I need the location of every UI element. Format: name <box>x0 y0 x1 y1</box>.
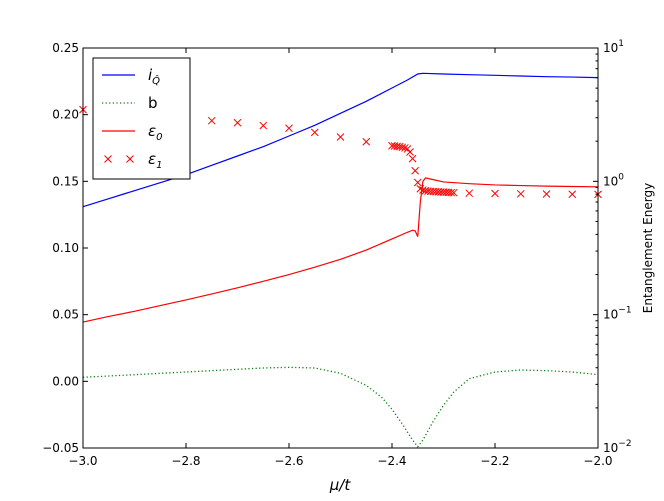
series-ε1-point <box>406 148 414 156</box>
legend: iQ̂ b ε0 ε1 <box>92 57 191 180</box>
series-ε1-point <box>491 189 499 198</box>
legend-label: ε1 <box>148 150 162 171</box>
legend-box <box>92 57 191 180</box>
y-left-tick-label: 0.10 <box>52 241 79 255</box>
series-ε1-point <box>465 189 474 198</box>
y-right-tick-label: 10−2 <box>603 439 632 455</box>
x-tick-label: −2.6 <box>274 454 303 468</box>
series-ε1-point <box>416 184 425 193</box>
x-tick-label: −2.0 <box>583 454 612 468</box>
y-right-tick-label: 10−1 <box>603 306 632 322</box>
series-ε1-point <box>259 121 268 130</box>
legend-label: b <box>148 94 158 112</box>
y-axis-right-label: Entanglement Energy <box>641 183 655 313</box>
series-ε1-point <box>408 154 417 163</box>
x-axis: −3.0 −2.8 −2.6 −2.4 −2.2 −2.0 <box>68 48 613 468</box>
y-axis-left: −0.05 0.00 0.05 0.10 0.15 0.20 0.25 <box>42 41 88 455</box>
series-ε1-point <box>449 188 458 197</box>
series-ε1-point <box>447 188 456 197</box>
x-axis-label: μ/t <box>329 476 352 494</box>
series-ε1-point <box>411 166 420 175</box>
y-left-tick-label: 0.20 <box>52 108 79 122</box>
series-ε1-point <box>516 189 525 198</box>
y-left-tick-label: 0.00 <box>52 374 79 388</box>
series-b-line <box>82 366 599 448</box>
series-ε1-point <box>336 133 345 141</box>
y-right-tick-label: 100 <box>603 172 624 188</box>
x-tick-label: −2.2 <box>480 454 509 468</box>
series-ε1-point <box>568 190 577 199</box>
series-ε1-point <box>542 190 551 198</box>
y-left-tick-label: −0.05 <box>42 441 79 455</box>
y-left-tick-label: 0.05 <box>52 308 79 322</box>
y-right-tick-label: 101 <box>603 39 624 55</box>
legend-label: iQ̂ <box>148 66 160 87</box>
series-ε1-point <box>398 143 407 152</box>
x-tick-label: −2.8 <box>171 454 200 468</box>
series-ε1-point <box>401 144 409 152</box>
x-tick-label: −3.0 <box>68 454 97 468</box>
y-left-tick-label: 0.25 <box>52 41 79 55</box>
series-ε1-point <box>285 124 293 133</box>
series-ε1-point <box>395 142 404 151</box>
series-ε1-point <box>310 128 319 137</box>
series-ε0-line <box>82 177 599 323</box>
x-tick-label: −2.4 <box>377 454 406 468</box>
y-left-tick-label: 0.15 <box>52 174 79 188</box>
legend-marker <box>104 155 112 163</box>
series-ε1-point <box>207 116 216 125</box>
series-ε1-point <box>413 178 422 187</box>
y-axis-right: 10−2 10−1 100 101 <box>593 39 632 455</box>
legend-label: ε0 <box>148 122 162 143</box>
legend-marker <box>126 155 134 163</box>
series-ε1-point <box>362 137 371 146</box>
series-ε1-point <box>233 118 242 127</box>
